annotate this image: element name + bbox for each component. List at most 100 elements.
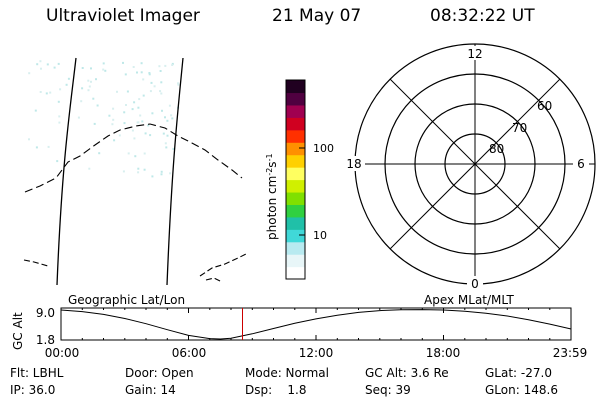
time-label: 08:32:22 UT: [430, 6, 535, 26]
uv-speckle: [45, 92, 48, 95]
uv-speckle: [177, 83, 180, 86]
uv-speckle: [122, 61, 124, 64]
mlt-label-bg-18: [343, 156, 365, 171]
uv-speckle: [113, 139, 116, 142]
uv-speckle: [162, 132, 165, 135]
uv-speckle: [95, 78, 97, 81]
uv-speckle: [93, 122, 96, 125]
status-seq-label: Seq:: [365, 383, 392, 397]
status-seq: Seq: 39: [365, 383, 411, 397]
status-mode: Mode: Normal: [245, 366, 329, 380]
uv-speckle: [133, 101, 136, 104]
uv-speckle: [160, 81, 163, 84]
longitude-line-left: [56, 57, 77, 286]
colorbar-band: [286, 216, 305, 230]
status-dsp-value: 1.8: [287, 383, 307, 397]
longitude-line-right: [166, 57, 184, 286]
uv-speckle: [57, 100, 60, 103]
uv-speckle: [39, 60, 42, 63]
uv-speckle: [160, 170, 163, 173]
uv-speckle: [161, 109, 163, 112]
uv-speckle: [123, 122, 126, 125]
status-ip-value: 36.0: [28, 383, 56, 397]
uv-speckle: [87, 79, 90, 82]
uv-speckle: [49, 91, 52, 94]
uv-speckle: [104, 69, 107, 72]
uv-speckle: [112, 118, 115, 121]
status-filter: Flt: LBHL: [10, 366, 64, 380]
uv-speckle: [159, 90, 162, 93]
status-gain-value: 14: [160, 383, 176, 397]
uv-speckle: [169, 172, 172, 175]
mlt-label-18: 18: [346, 157, 361, 171]
mlt-label-0: 0: [471, 277, 479, 291]
colorbar-band: [286, 241, 305, 255]
uv-speckle: [28, 72, 31, 75]
lat-label-70: 70: [512, 121, 527, 135]
colorbar-band: [286, 92, 305, 106]
uv-speckles: [28, 60, 180, 178]
uv-speckle: [98, 152, 101, 155]
uv-speckle: [112, 107, 115, 110]
lat-label-80: 80: [489, 142, 504, 156]
uv-speckle: [90, 80, 92, 83]
uv-speckle: [137, 167, 140, 170]
uv-speckle: [131, 129, 134, 132]
colorbar-band: [286, 229, 305, 243]
uv-speckle: [153, 85, 156, 88]
status-glon: GLon: 148.6: [485, 383, 558, 397]
uv-speckle: [140, 62, 143, 65]
colorbar-tick-label-100: 100: [313, 142, 334, 155]
uv-speckle: [131, 108, 134, 111]
orbit-x-tick-0000: 00:00: [45, 346, 80, 360]
uv-speckle: [160, 92, 163, 95]
uv-speckle: [39, 91, 42, 93]
colorbar-band: [286, 142, 305, 156]
uv-speckle: [177, 82, 179, 85]
uv-speckle: [80, 100, 83, 103]
uv-speckle: [142, 78, 145, 81]
uv-speckle: [36, 63, 39, 66]
orbit-y-tick-max: 9.0: [36, 306, 55, 320]
uv-speckle: [148, 72, 151, 74]
uv-speckle: [142, 94, 145, 97]
uv-speckle: [102, 62, 105, 65]
uv-speckle: [164, 116, 166, 119]
uv-speckle: [149, 90, 152, 93]
mlt-label-6: 6: [577, 157, 585, 171]
polar-diagonal-2: [389, 78, 561, 250]
uv-speckle: [111, 123, 114, 126]
uv-speckle: [125, 104, 127, 106]
uv-speckle: [102, 68, 105, 71]
orbit-x-tick-2359: 23:59: [553, 346, 588, 360]
uv-speckle: [118, 134, 121, 137]
uv-speckle: [92, 97, 95, 100]
uv-speckle: [165, 146, 168, 149]
date-label: 21 May 07: [272, 6, 362, 26]
uv-speckle: [132, 66, 135, 68]
orbit-altitude-line: [60, 309, 571, 340]
uv-speckle: [170, 114, 173, 117]
uv-speckle: [108, 114, 111, 117]
status-ip: IP: 36.0: [10, 383, 55, 397]
orbit-x-tick-1800: 18:00: [426, 346, 461, 360]
colorbar-band: [286, 266, 305, 280]
mlt-label-bg-6: [573, 156, 589, 171]
uv-speckle: [126, 90, 129, 93]
uv-speckle: [137, 171, 140, 174]
uv-speckle: [77, 116, 80, 119]
status-dsp: Dsp: 1.8: [245, 383, 307, 397]
status-ip-label: IP:: [10, 383, 25, 397]
uv-speckle: [133, 137, 136, 140]
uv-speckle: [148, 73, 151, 76]
uv-speckle: [164, 64, 167, 67]
coastline-south: [23, 253, 247, 283]
uv-speckle: [150, 81, 153, 84]
uv-speckle: [160, 173, 163, 176]
mlt-label-12: 12: [467, 47, 482, 61]
uv-speckle: [140, 71, 143, 74]
colorbar-band: [286, 167, 305, 181]
uv-speckle: [46, 63, 49, 66]
orbit-x-tick-0600: 06:00: [172, 346, 207, 360]
